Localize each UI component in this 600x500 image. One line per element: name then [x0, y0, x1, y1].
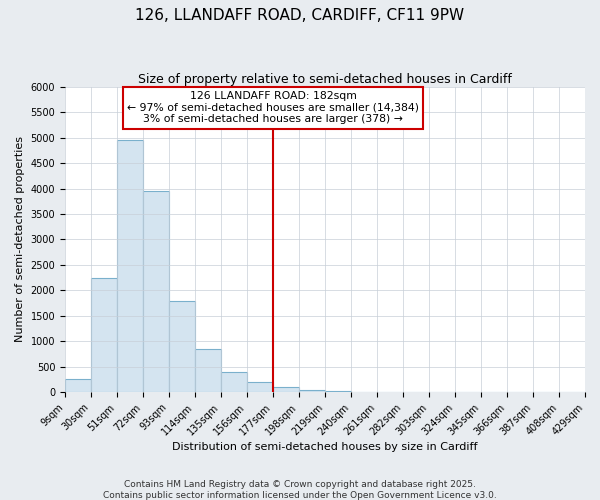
Bar [91, 278, 117, 392]
Text: 126 LLANDAFF ROAD: 182sqm
← 97% of semi-detached houses are smaller (14,384)
3% : 126 LLANDAFF ROAD: 182sqm ← 97% of semi-… [127, 92, 419, 124]
Bar [143, 191, 169, 392]
Bar [65, 378, 91, 392]
Bar [299, 390, 325, 392]
Bar [169, 300, 195, 392]
Bar [273, 387, 299, 392]
Bar [117, 140, 143, 392]
Bar [221, 372, 247, 392]
Title: Size of property relative to semi-detached houses in Cardiff: Size of property relative to semi-detach… [138, 72, 512, 86]
Bar [247, 382, 273, 392]
Text: Contains HM Land Registry data © Crown copyright and database right 2025.
Contai: Contains HM Land Registry data © Crown c… [103, 480, 497, 500]
Text: 126, LLANDAFF ROAD, CARDIFF, CF11 9PW: 126, LLANDAFF ROAD, CARDIFF, CF11 9PW [136, 8, 464, 22]
Y-axis label: Number of semi-detached properties: Number of semi-detached properties [15, 136, 25, 342]
Bar [195, 349, 221, 393]
X-axis label: Distribution of semi-detached houses by size in Cardiff: Distribution of semi-detached houses by … [172, 442, 478, 452]
